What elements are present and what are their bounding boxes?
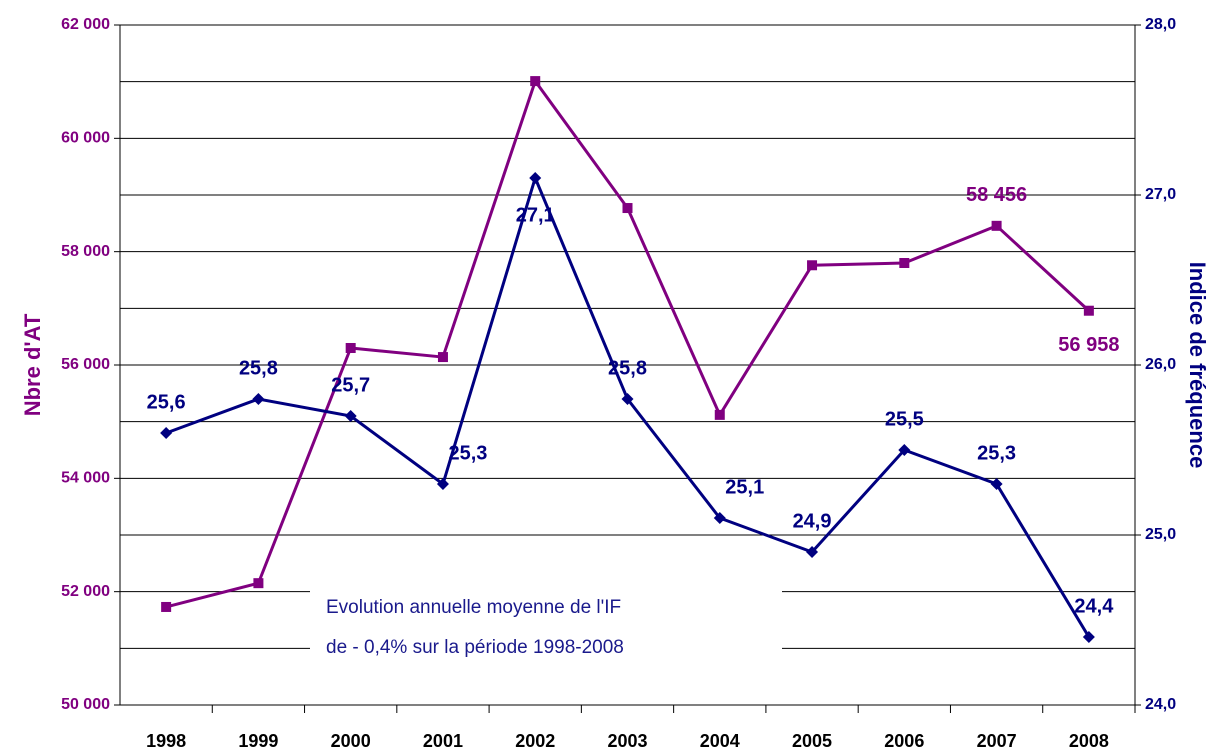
marker xyxy=(991,220,1002,231)
marker xyxy=(899,258,910,268)
x-tick-label: 2004 xyxy=(700,731,740,751)
x-tick-label: 1999 xyxy=(238,731,278,751)
data-label: 25,3 xyxy=(977,442,1016,464)
data-label: 25,1 xyxy=(725,476,764,498)
y2-tick-label: 26,0 xyxy=(1145,356,1176,373)
marker xyxy=(1082,631,1095,643)
data-label: 24,4 xyxy=(1074,595,1114,617)
x-tick-label: 2008 xyxy=(1069,731,1109,751)
y2-tick-label: 27,0 xyxy=(1145,186,1176,203)
marker xyxy=(160,427,173,439)
marker xyxy=(437,352,448,363)
y-tick-label: 56 000 xyxy=(61,356,110,373)
y2-tick-label: 25,0 xyxy=(1145,526,1176,543)
marker xyxy=(345,343,356,353)
data-label: 27,1 xyxy=(516,204,555,226)
marker xyxy=(529,172,542,184)
marker xyxy=(898,444,911,456)
line xyxy=(165,173,1091,638)
data-label: 56 958 xyxy=(1058,334,1119,356)
data-label: 25,7 xyxy=(331,374,370,396)
marker xyxy=(1083,305,1094,316)
line xyxy=(165,77,1090,609)
data-label: 25,5 xyxy=(885,408,924,430)
marker xyxy=(344,410,357,422)
x-tick-label: 2002 xyxy=(515,731,555,751)
marker xyxy=(622,203,633,214)
marker xyxy=(436,478,449,490)
x-tick-label: 2005 xyxy=(792,731,832,751)
x-tick-label: 2001 xyxy=(423,731,463,751)
x-tick-label: 2007 xyxy=(977,731,1017,751)
data-label: 24,9 xyxy=(793,510,832,532)
marker xyxy=(714,409,725,420)
data-label: 25,8 xyxy=(608,357,647,379)
marker xyxy=(253,578,264,589)
y-tick-label: 52 000 xyxy=(61,583,110,600)
y2-axis-title: Indice de fréquence xyxy=(1185,262,1210,469)
marker xyxy=(161,601,172,612)
data-label: 25,6 xyxy=(147,391,186,413)
data-label: 25,8 xyxy=(239,357,278,379)
marker xyxy=(806,546,819,558)
y2-tick-label: 28,0 xyxy=(1145,16,1176,33)
y2-tick-label: 24,0 xyxy=(1145,696,1176,713)
x-tick-label: 2000 xyxy=(331,731,371,751)
data-label: 58 456 xyxy=(966,184,1027,206)
annotation: de - 0,4% sur la période 1998-2008 xyxy=(326,637,624,658)
x-tick-label: 2006 xyxy=(884,731,924,751)
y-axis-title: Nbre d'AT xyxy=(20,313,45,416)
y-tick-label: 60 000 xyxy=(61,130,110,147)
y-tick-label: 58 000 xyxy=(61,243,110,260)
y-tick-label: 54 000 xyxy=(61,470,110,487)
x-tick-label: 2003 xyxy=(607,731,647,751)
annotation-box xyxy=(310,588,782,664)
marker xyxy=(713,512,726,524)
marker xyxy=(621,393,634,405)
annotation: Evolution annuelle moyenne de l'IF xyxy=(326,597,621,618)
data-label: 25,3 xyxy=(448,442,487,464)
x-tick-label: 1998 xyxy=(146,731,186,751)
marker xyxy=(252,393,265,405)
y-tick-label: 50 000 xyxy=(61,696,110,713)
marker xyxy=(990,478,1003,490)
marker xyxy=(530,76,541,87)
y-tick-label: 62 000 xyxy=(61,16,110,33)
marker xyxy=(807,260,818,271)
